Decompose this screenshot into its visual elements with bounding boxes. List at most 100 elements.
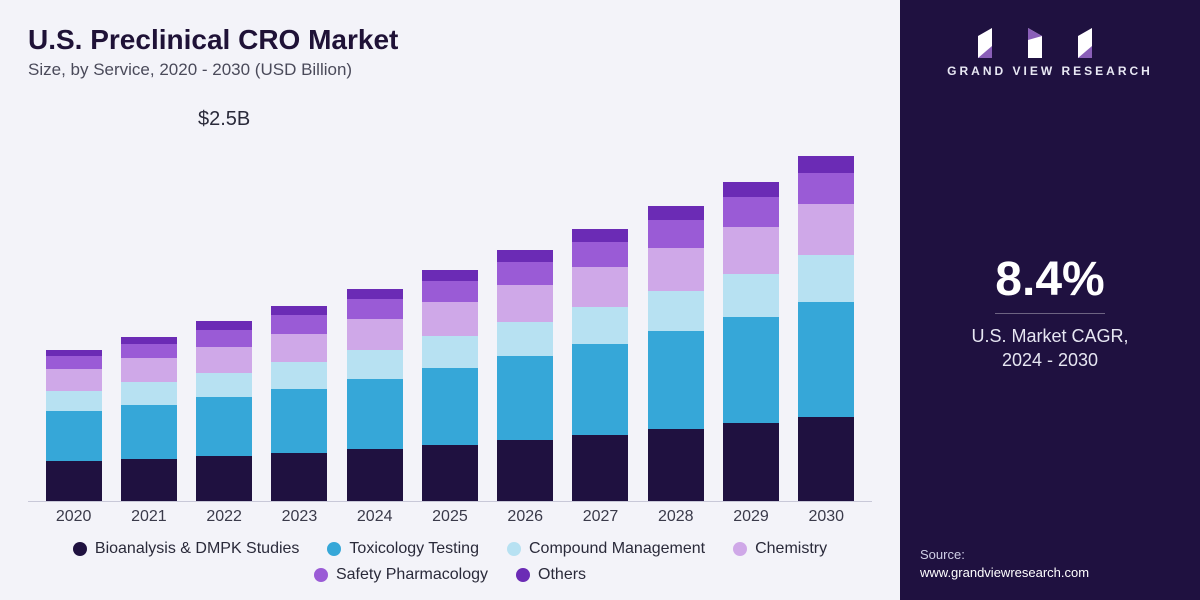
bar-segment xyxy=(121,337,177,344)
bar-segment xyxy=(196,321,252,330)
x-axis-label: 2020 xyxy=(43,508,105,526)
bar-segment xyxy=(46,461,102,501)
bar-group xyxy=(795,156,857,501)
cagr-label-line2: 2024 - 2030 xyxy=(1002,350,1098,370)
bar-segment xyxy=(422,336,478,368)
bar-segment xyxy=(723,274,779,317)
bar-segment xyxy=(46,411,102,461)
bar-group xyxy=(118,337,180,501)
bar-segment xyxy=(347,379,403,450)
bar-group xyxy=(344,289,406,501)
source-label: Source: xyxy=(920,546,1089,564)
bar-group xyxy=(268,306,330,501)
cagr-value: 8.4% xyxy=(995,252,1104,314)
bar-segment xyxy=(196,456,252,501)
bar-segment xyxy=(723,423,779,501)
x-axis-label: 2024 xyxy=(344,508,406,526)
bar-segment xyxy=(648,206,704,220)
bar-group xyxy=(645,206,707,501)
bar-segment xyxy=(347,449,403,501)
bar-segment xyxy=(271,315,327,334)
bar-group xyxy=(720,182,782,501)
chart-subtitle: Size, by Service, 2020 - 2030 (USD Billi… xyxy=(28,60,872,80)
bar-segment xyxy=(196,347,252,373)
bar-segment xyxy=(422,445,478,501)
x-axis-label: 2026 xyxy=(494,508,556,526)
side-panel: GRAND VIEW RESEARCH 8.4% U.S. Market CAG… xyxy=(900,0,1200,600)
bar-segment xyxy=(648,331,704,429)
legend-swatch-icon xyxy=(73,542,87,556)
bar-segment xyxy=(347,350,403,379)
legend-item: Others xyxy=(516,566,586,584)
bar-segment xyxy=(196,373,252,397)
bar-segment xyxy=(271,389,327,454)
bar-segment xyxy=(723,182,779,197)
legend-swatch-icon xyxy=(733,542,747,556)
cagr-label: U.S. Market CAGR, 2024 - 2030 xyxy=(971,324,1128,373)
bar-segment xyxy=(121,382,177,404)
chart-legend: Bioanalysis & DMPK Studies Toxicology Tes… xyxy=(28,526,872,584)
logo-text: GRAND VIEW RESEARCH xyxy=(947,64,1153,78)
bar-segment xyxy=(271,306,327,315)
legend-item: Compound Management xyxy=(507,540,705,558)
bar-segment xyxy=(121,358,177,382)
bar-segment xyxy=(798,173,854,205)
x-axis-label: 2022 xyxy=(193,508,255,526)
bar-segment xyxy=(572,267,628,307)
stacked-bar xyxy=(347,289,403,501)
legend-swatch-icon xyxy=(516,568,530,582)
bar-segment xyxy=(572,435,628,501)
bar-segment xyxy=(422,302,478,336)
bar-segment xyxy=(422,270,478,281)
bar-segment xyxy=(497,356,553,440)
value-callout: $2.5B xyxy=(198,108,250,131)
x-axis-label: 2030 xyxy=(795,508,857,526)
logo-mark-icon xyxy=(978,28,1122,58)
cagr-block: 8.4% U.S. Market CAGR, 2024 - 2030 xyxy=(971,78,1128,546)
brand-logo: GRAND VIEW RESEARCH xyxy=(947,28,1153,78)
legend-label: Toxicology Testing xyxy=(349,540,479,558)
bar-segment xyxy=(497,440,553,501)
bar-segment xyxy=(648,429,704,501)
chart-panel: U.S. Preclinical CRO Market Size, by Ser… xyxy=(0,0,900,600)
bar-segment xyxy=(572,307,628,344)
legend-label: Safety Pharmacology xyxy=(336,566,488,584)
bar-segment xyxy=(798,255,854,302)
x-axis-label: 2028 xyxy=(645,508,707,526)
legend-label: Chemistry xyxy=(755,540,827,558)
bar-segment xyxy=(121,459,177,501)
legend-label: Compound Management xyxy=(529,540,705,558)
bar-segment xyxy=(572,344,628,435)
bar-group xyxy=(569,229,631,501)
x-axis-label: 2025 xyxy=(419,508,481,526)
source-url: www.grandviewresearch.com xyxy=(920,564,1089,582)
bar-group xyxy=(494,250,556,501)
bar-segment xyxy=(572,229,628,242)
bar-segment xyxy=(497,250,553,262)
bar-segment xyxy=(46,356,102,369)
bar-group xyxy=(193,321,255,501)
bar-group xyxy=(43,350,105,501)
source-block: Source: www.grandviewresearch.com xyxy=(920,546,1089,582)
bar-group xyxy=(419,270,481,501)
plot-area: $2.5B xyxy=(28,88,872,502)
bar-segment xyxy=(347,299,403,319)
stacked-bar xyxy=(271,306,327,501)
legend-label: Others xyxy=(538,566,586,584)
bar-segment xyxy=(271,453,327,501)
bar-segment xyxy=(271,362,327,389)
bar-segment xyxy=(798,156,854,173)
x-axis-labels: 2020202120222023202420252026202720282029… xyxy=(28,502,872,526)
stacked-bar xyxy=(798,156,854,501)
bar-segment xyxy=(347,289,403,299)
stacked-bar xyxy=(121,337,177,501)
bar-segment xyxy=(648,291,704,331)
chart-title: U.S. Preclinical CRO Market xyxy=(28,24,872,56)
bar-segment xyxy=(196,397,252,456)
bar-segment xyxy=(798,204,854,254)
bar-segment xyxy=(648,220,704,247)
bar-segment xyxy=(196,330,252,347)
stacked-bar xyxy=(497,250,553,501)
bar-segment xyxy=(422,368,478,445)
legend-item: Bioanalysis & DMPK Studies xyxy=(73,540,300,558)
